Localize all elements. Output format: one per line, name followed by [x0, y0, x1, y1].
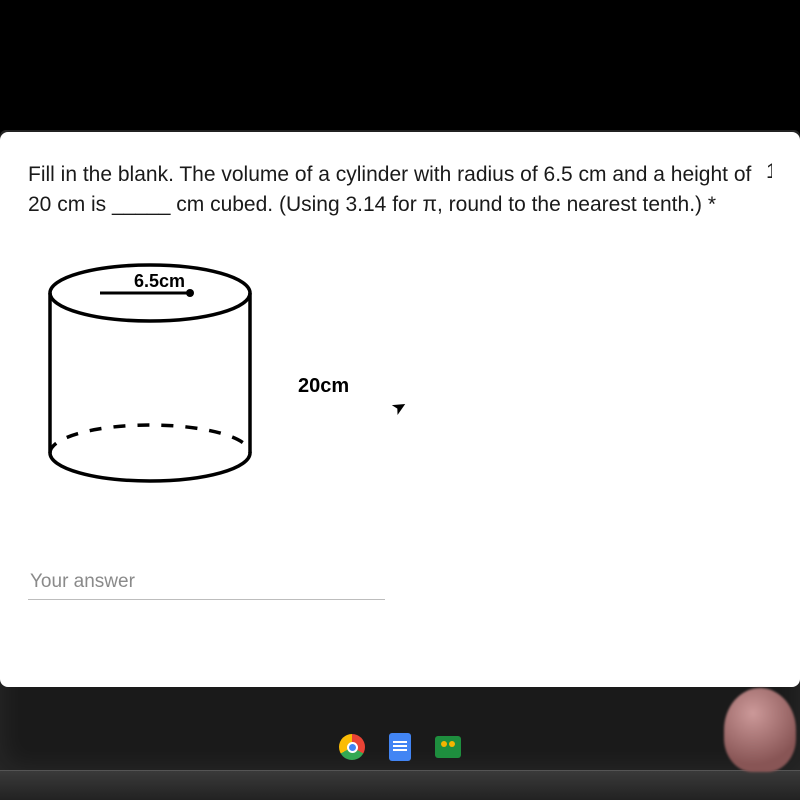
- question-card: Fill in the blank. The volume of a cylin…: [0, 132, 800, 687]
- cylinder-bottom-back: [50, 425, 250, 453]
- laptop-bezel: [0, 770, 800, 800]
- question-points: 1: [766, 160, 772, 184]
- cylinder-bottom-front: [50, 453, 250, 481]
- height-label: 20cm: [298, 375, 349, 398]
- radius-label: 6.5cm: [134, 271, 185, 292]
- laptop-screen: Fill in the blank. The volume of a cylin…: [0, 130, 800, 770]
- radius-endpoint: [186, 289, 194, 297]
- mouse-cursor-icon: ➤: [388, 395, 412, 421]
- question-row: Fill in the blank. The volume of a cylin…: [28, 160, 772, 221]
- chrome-icon[interactable]: [337, 732, 367, 762]
- docs-icon[interactable]: [385, 732, 415, 762]
- thumb-blur: [724, 688, 796, 772]
- cylinder-diagram: 6.5cm 20cm ➤: [40, 257, 772, 517]
- taskbar: [0, 732, 800, 762]
- question-text: Fill in the blank. The volume of a cylin…: [28, 160, 754, 221]
- classroom-icon[interactable]: [433, 732, 463, 762]
- answer-block: [28, 565, 772, 600]
- letterbox-top: [0, 0, 800, 130]
- answer-input[interactable]: [28, 565, 385, 600]
